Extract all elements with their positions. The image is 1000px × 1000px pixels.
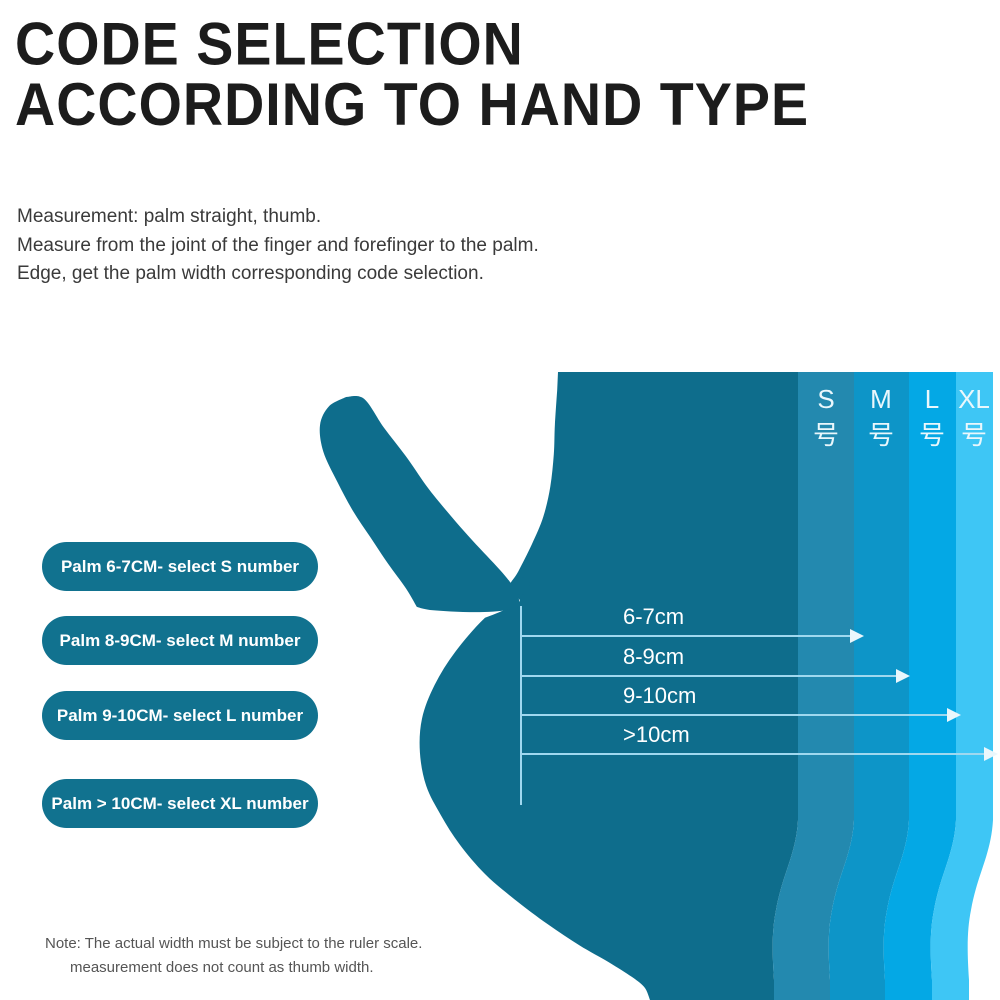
svg-text:号: 号 bbox=[919, 420, 945, 450]
svg-text:L: L bbox=[925, 384, 939, 414]
svg-text:9-10cm: 9-10cm bbox=[623, 683, 696, 708]
svg-text:号: 号 bbox=[868, 420, 894, 450]
svg-text:8-9cm: 8-9cm bbox=[623, 644, 684, 669]
svg-text:XL: XL bbox=[958, 384, 990, 414]
svg-text:号: 号 bbox=[813, 420, 839, 450]
svg-text:>10cm: >10cm bbox=[623, 722, 690, 747]
svg-text:6-7cm: 6-7cm bbox=[623, 604, 684, 629]
svg-text:M: M bbox=[870, 384, 892, 414]
svg-text:S: S bbox=[817, 384, 834, 414]
svg-text:号: 号 bbox=[961, 420, 987, 450]
